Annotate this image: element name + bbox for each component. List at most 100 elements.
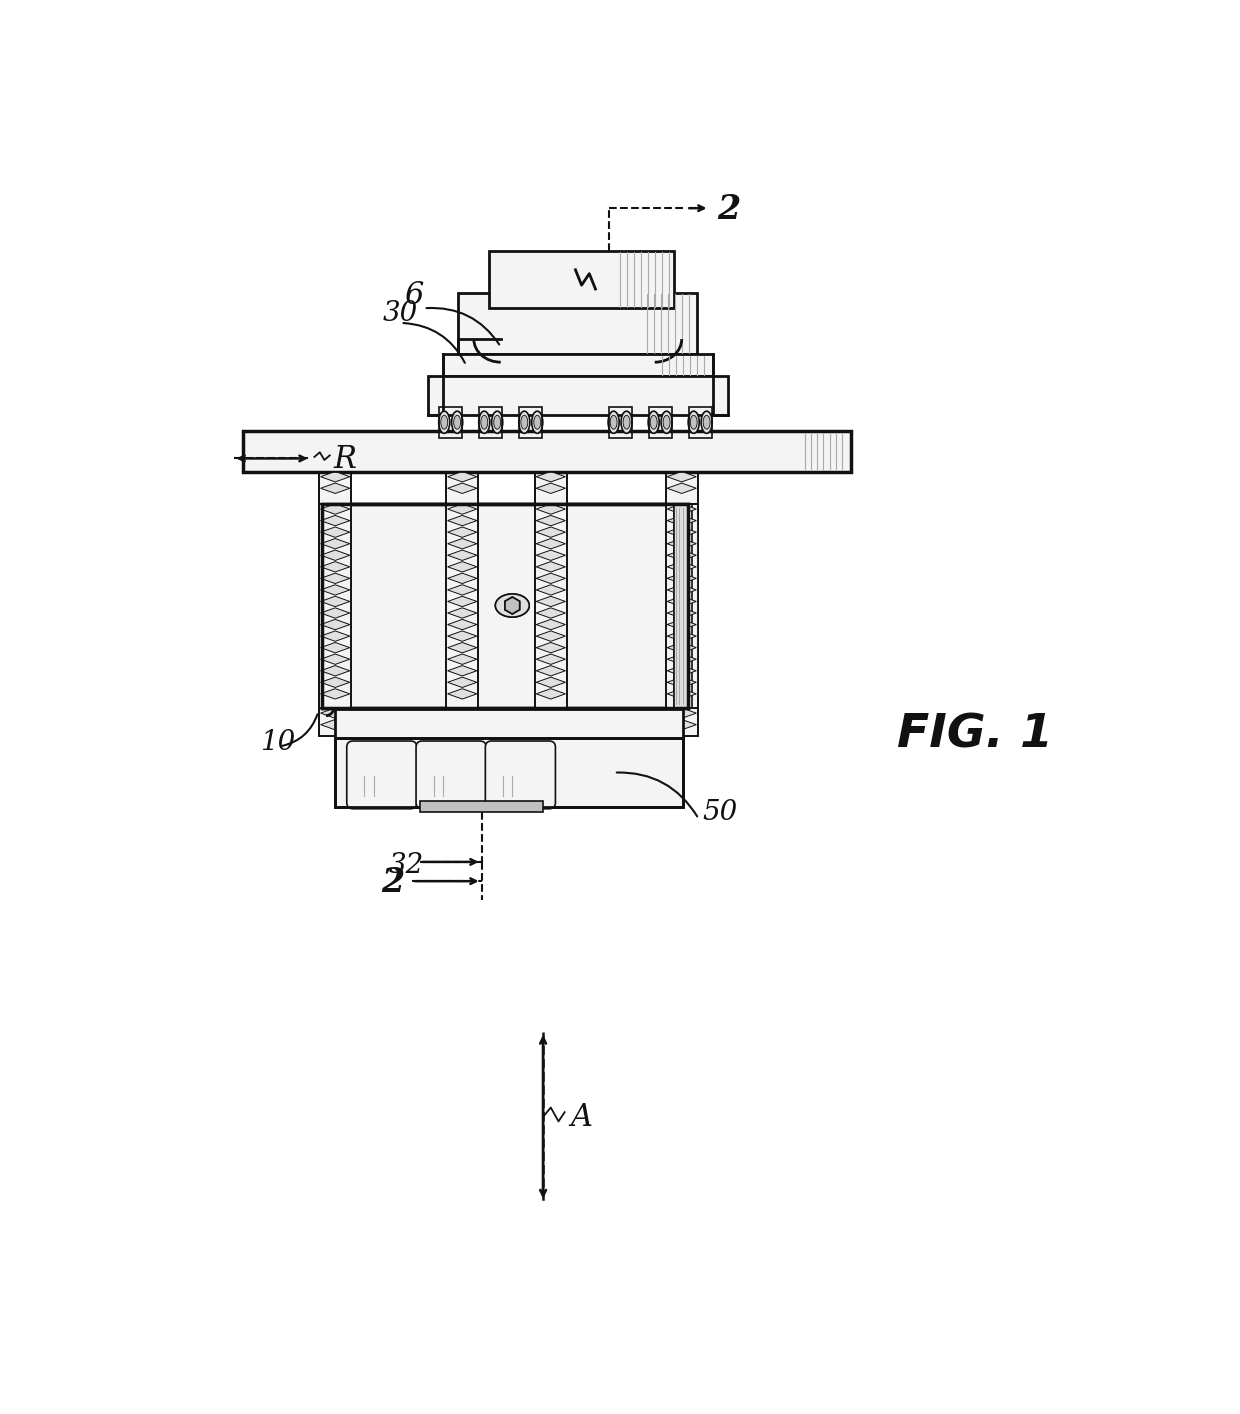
Ellipse shape xyxy=(479,411,490,433)
Polygon shape xyxy=(321,597,350,607)
Polygon shape xyxy=(321,689,350,699)
Polygon shape xyxy=(536,642,565,653)
Bar xyxy=(319,503,351,708)
Polygon shape xyxy=(321,585,350,595)
Polygon shape xyxy=(667,597,697,607)
Polygon shape xyxy=(321,642,350,653)
Bar xyxy=(666,471,698,503)
FancyBboxPatch shape xyxy=(417,741,486,809)
Polygon shape xyxy=(448,516,477,526)
Polygon shape xyxy=(667,561,697,573)
Bar xyxy=(649,407,672,438)
Polygon shape xyxy=(536,655,565,665)
Bar xyxy=(520,407,542,438)
Bar xyxy=(322,503,688,708)
Polygon shape xyxy=(321,561,350,573)
Polygon shape xyxy=(536,666,565,676)
Polygon shape xyxy=(448,642,477,653)
Bar xyxy=(439,407,463,438)
Polygon shape xyxy=(667,608,697,618)
Text: FIG. 1: FIG. 1 xyxy=(898,713,1053,756)
Polygon shape xyxy=(536,689,565,699)
Bar xyxy=(319,503,351,708)
Bar xyxy=(335,738,683,807)
Polygon shape xyxy=(667,689,697,699)
Polygon shape xyxy=(448,585,477,595)
Ellipse shape xyxy=(532,411,543,433)
Ellipse shape xyxy=(533,416,541,430)
Polygon shape xyxy=(667,655,697,665)
Polygon shape xyxy=(536,597,565,607)
Polygon shape xyxy=(448,608,477,618)
Ellipse shape xyxy=(495,594,529,617)
Polygon shape xyxy=(321,516,350,526)
Text: 32: 32 xyxy=(389,851,424,878)
Polygon shape xyxy=(667,677,697,687)
Bar xyxy=(609,407,631,438)
Bar xyxy=(534,503,567,708)
Polygon shape xyxy=(321,677,350,687)
Bar xyxy=(322,503,688,708)
Polygon shape xyxy=(448,527,477,537)
Polygon shape xyxy=(667,573,697,584)
Polygon shape xyxy=(536,527,565,537)
Bar xyxy=(534,503,567,708)
Polygon shape xyxy=(448,608,477,618)
Polygon shape xyxy=(667,527,697,537)
Ellipse shape xyxy=(521,416,528,430)
Polygon shape xyxy=(536,619,565,629)
Polygon shape xyxy=(448,550,477,560)
Polygon shape xyxy=(667,642,697,653)
Ellipse shape xyxy=(688,411,699,433)
Ellipse shape xyxy=(621,411,632,433)
Bar xyxy=(534,503,567,708)
Polygon shape xyxy=(536,527,565,537)
Bar xyxy=(666,503,698,708)
Polygon shape xyxy=(448,527,477,537)
Polygon shape xyxy=(536,561,565,573)
Polygon shape xyxy=(448,516,477,526)
Polygon shape xyxy=(448,642,477,653)
Polygon shape xyxy=(667,503,697,515)
Polygon shape xyxy=(321,503,350,515)
Polygon shape xyxy=(448,550,477,560)
Polygon shape xyxy=(321,573,350,584)
Polygon shape xyxy=(667,527,697,537)
Text: 2: 2 xyxy=(382,865,404,899)
Bar xyxy=(319,471,351,503)
Bar xyxy=(319,708,351,735)
Polygon shape xyxy=(321,655,350,665)
Polygon shape xyxy=(448,573,477,584)
Polygon shape xyxy=(448,471,477,482)
Ellipse shape xyxy=(624,416,630,430)
Polygon shape xyxy=(448,655,477,665)
Polygon shape xyxy=(321,503,350,515)
Polygon shape xyxy=(667,503,697,515)
Bar xyxy=(534,503,567,708)
Polygon shape xyxy=(321,471,350,482)
Polygon shape xyxy=(321,561,350,573)
Polygon shape xyxy=(448,503,477,515)
Bar xyxy=(490,250,675,308)
Bar xyxy=(534,471,567,503)
Polygon shape xyxy=(505,597,520,614)
Polygon shape xyxy=(321,666,350,676)
Polygon shape xyxy=(448,677,477,687)
Polygon shape xyxy=(321,666,350,676)
Polygon shape xyxy=(321,608,350,618)
Polygon shape xyxy=(536,539,565,549)
Polygon shape xyxy=(448,597,477,607)
Polygon shape xyxy=(667,539,697,549)
Bar xyxy=(459,293,697,355)
Ellipse shape xyxy=(608,411,619,433)
Polygon shape xyxy=(448,561,477,573)
Bar xyxy=(322,503,688,708)
Polygon shape xyxy=(667,516,697,526)
Text: 30: 30 xyxy=(383,300,418,327)
Polygon shape xyxy=(536,619,565,629)
Polygon shape xyxy=(448,666,477,676)
Bar xyxy=(666,503,698,708)
Polygon shape xyxy=(321,585,350,595)
Polygon shape xyxy=(667,597,697,607)
FancyBboxPatch shape xyxy=(485,741,556,809)
